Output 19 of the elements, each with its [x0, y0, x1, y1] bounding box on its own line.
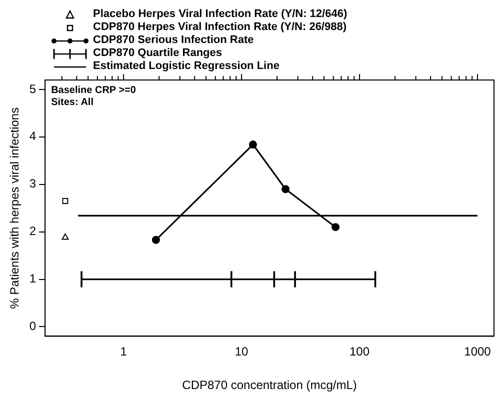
- annotation: Baseline CRP >=0: [51, 84, 136, 96]
- y-tick-label: 0: [29, 319, 36, 334]
- y-tick-label: 3: [29, 176, 36, 191]
- x-tick-label: 10: [234, 344, 249, 359]
- x-tick-label: 100: [350, 344, 370, 359]
- legend-label: Placebo Herpes Viral Infection Rate (Y/N: 12/646): [93, 8, 348, 21]
- y-tick-label: 1: [29, 272, 36, 286]
- x-axis-title: CDP870 concentration (mcg/mL): [182, 378, 357, 392]
- y-tick-label: 2: [29, 224, 36, 238]
- legend-label: CDP870 Herpes Viral Infection Rate (Y/N: 26/988): [93, 21, 347, 34]
- legend-label: CDP870 Serious Infection Rate: [93, 34, 254, 47]
- y-tick-label: 4: [29, 129, 36, 144]
- annotation: Sites: All: [51, 96, 94, 108]
- y-axis-title: % Patients with herpes viral infections: [8, 107, 22, 309]
- x-tick-label: 1000: [464, 344, 492, 359]
- x-tick-label: 1: [120, 344, 128, 359]
- y-tick-label: 5: [29, 82, 36, 96]
- legend-label: Estimated Logistic Regression Line: [93, 60, 280, 73]
- legend-label: CDP870 Quartile Ranges: [93, 47, 222, 60]
